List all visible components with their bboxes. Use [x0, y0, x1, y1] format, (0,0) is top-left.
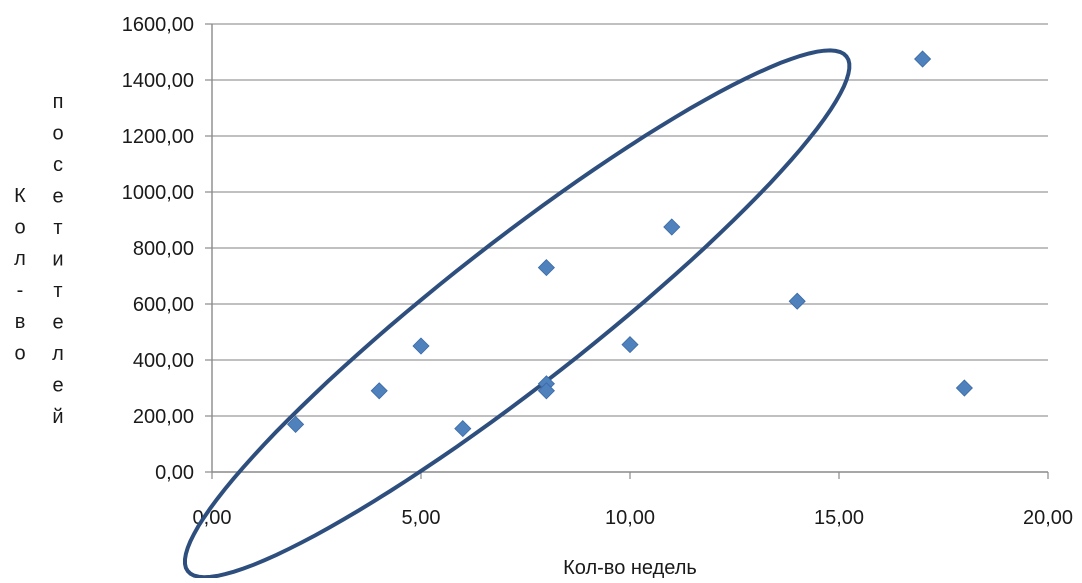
- y-tick-label: 1400,00: [122, 70, 194, 92]
- data-point: [955, 379, 973, 397]
- x-tick-label: 20,00: [1023, 507, 1073, 529]
- y-tick-label: 0,00: [155, 462, 194, 484]
- y-tick-label: 1000,00: [122, 182, 194, 204]
- y-title-char: й: [52, 406, 63, 428]
- y-title-char: т: [53, 280, 62, 302]
- data-point: [663, 218, 681, 236]
- gridlines: [212, 23, 1048, 417]
- x-tick-labels: 0,00 5,00 10,00 15,00 20,00: [193, 507, 1074, 529]
- y-title-char: и: [52, 249, 63, 271]
- y-title-char: -: [17, 280, 24, 302]
- y-title-char: е: [52, 312, 63, 334]
- y-title-part-1: Кол-во: [14, 185, 26, 365]
- y-title-char: с: [53, 154, 63, 176]
- data-point: [788, 292, 806, 310]
- y-title-char: в: [15, 311, 26, 333]
- y-title-char: т: [53, 217, 62, 239]
- data-point: [537, 259, 555, 277]
- y-title-char: е: [52, 375, 63, 397]
- y-title-char: о: [14, 343, 25, 365]
- y-title-char: К: [14, 185, 26, 207]
- data-points: [287, 50, 973, 438]
- y-title-char: о: [52, 123, 63, 145]
- data-point: [454, 420, 472, 438]
- cluster-ellipse: [183, 48, 852, 580]
- y-tick-labels: 0,00 200,00 400,00 600,00 800,00 1000,00 1200,…: [122, 14, 194, 484]
- x-tick-label: 15,00: [814, 507, 864, 529]
- y-tick-label: 1200,00: [122, 126, 194, 148]
- y-tick-label: 400,00: [133, 350, 194, 372]
- x-tick-label: 5,00: [402, 507, 441, 529]
- y-tick-label: 200,00: [133, 406, 194, 428]
- y-tick-label: 600,00: [133, 294, 194, 316]
- data-point: [537, 382, 555, 400]
- y-title-char: п: [53, 91, 64, 113]
- data-point: [914, 50, 932, 68]
- x-tick-label: 10,00: [605, 507, 655, 529]
- y-title-char: л: [14, 248, 26, 270]
- data-point: [412, 337, 430, 355]
- y-title-char: л: [52, 343, 64, 365]
- data-point: [287, 415, 305, 433]
- y-tick-label: 1600,00: [122, 14, 194, 36]
- data-point: [621, 336, 639, 354]
- axes: [205, 23, 1049, 479]
- y-title-char: е: [52, 186, 63, 208]
- y-title-char: о: [14, 217, 25, 239]
- data-point: [370, 382, 388, 400]
- cluster-ellipse-layer: [183, 48, 852, 580]
- x-axis-title: Кол-во недель: [563, 557, 697, 578]
- y-tick-label: 800,00: [133, 238, 194, 260]
